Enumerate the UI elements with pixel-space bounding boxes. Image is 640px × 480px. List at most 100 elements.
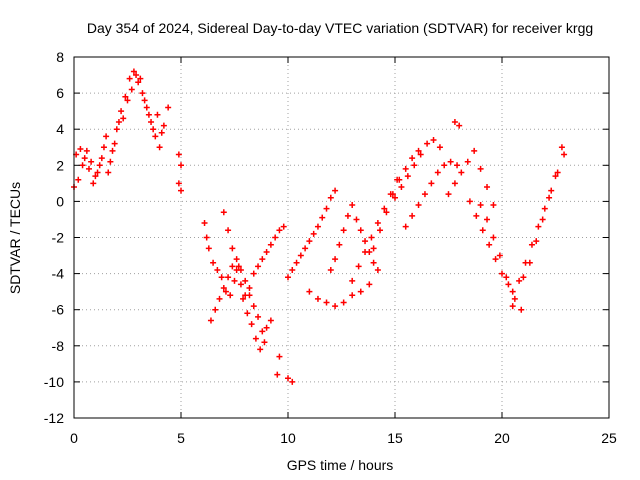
data-point bbox=[130, 68, 137, 75]
data-point bbox=[83, 147, 90, 154]
data-point bbox=[473, 212, 480, 219]
data-point bbox=[109, 147, 116, 154]
y-tick-label: 0 bbox=[56, 193, 64, 209]
data-point bbox=[143, 104, 150, 111]
data-point bbox=[441, 162, 448, 169]
data-point bbox=[421, 191, 428, 198]
data-point bbox=[362, 248, 369, 255]
y-tick-label: -4 bbox=[52, 266, 65, 282]
data-point bbox=[220, 209, 227, 216]
x-tick-label: 20 bbox=[494, 430, 510, 446]
data-point bbox=[323, 205, 330, 212]
data-point bbox=[340, 227, 347, 234]
axis-ticks bbox=[73, 56, 610, 419]
data-point bbox=[327, 194, 334, 201]
data-point bbox=[362, 238, 369, 245]
data-point bbox=[233, 266, 240, 273]
data-point bbox=[276, 353, 283, 360]
data-point bbox=[285, 274, 291, 281]
data-point bbox=[484, 216, 491, 223]
data-point bbox=[314, 223, 321, 230]
data-point bbox=[377, 227, 384, 234]
data-point bbox=[276, 227, 283, 234]
data-point bbox=[548, 187, 555, 194]
data-point bbox=[289, 378, 296, 385]
data-point bbox=[447, 158, 454, 165]
x-tick-label: 0 bbox=[70, 430, 78, 446]
data-point bbox=[229, 245, 236, 252]
data-point bbox=[229, 263, 236, 270]
data-point bbox=[225, 227, 232, 234]
data-point bbox=[77, 146, 84, 153]
data-point bbox=[259, 256, 266, 263]
data-point bbox=[158, 129, 165, 136]
data-point bbox=[370, 259, 377, 266]
x-axis-label: GPS time / hours bbox=[287, 457, 394, 473]
data-point bbox=[220, 285, 227, 292]
data-point bbox=[430, 137, 437, 144]
x-tick-label: 10 bbox=[280, 430, 296, 446]
data-point bbox=[319, 214, 326, 221]
data-point bbox=[332, 187, 339, 194]
data-point bbox=[152, 133, 159, 140]
data-point bbox=[484, 183, 491, 190]
data-point bbox=[297, 252, 304, 259]
grid-lines bbox=[74, 57, 609, 418]
data-point bbox=[490, 234, 497, 241]
data-point bbox=[257, 346, 264, 353]
data-point bbox=[402, 223, 409, 230]
data-point bbox=[280, 223, 287, 230]
data-point bbox=[353, 216, 360, 223]
data-point bbox=[445, 191, 452, 198]
data-point bbox=[141, 97, 148, 104]
data-point bbox=[137, 75, 144, 82]
data-point bbox=[124, 97, 131, 104]
x-tick-label: 15 bbox=[387, 430, 403, 446]
data-point bbox=[165, 104, 172, 111]
data-point bbox=[503, 274, 510, 281]
data-point bbox=[248, 321, 255, 328]
data-point bbox=[541, 205, 548, 212]
data-point bbox=[107, 158, 114, 165]
data-point bbox=[411, 162, 418, 169]
data-point bbox=[398, 183, 405, 190]
data-point bbox=[233, 256, 240, 263]
data-point bbox=[154, 111, 161, 118]
data-point bbox=[349, 292, 356, 299]
data-point bbox=[424, 140, 431, 147]
data-point bbox=[96, 162, 103, 169]
data-point bbox=[357, 288, 364, 295]
data-point bbox=[156, 144, 163, 151]
data-point bbox=[203, 234, 210, 241]
data-point bbox=[306, 238, 313, 245]
data-point bbox=[370, 245, 377, 252]
data-point bbox=[267, 241, 274, 248]
data-point bbox=[139, 90, 146, 97]
data-point bbox=[306, 288, 313, 295]
data-point bbox=[554, 169, 561, 176]
data-point bbox=[518, 306, 525, 313]
data-point bbox=[336, 241, 343, 248]
data-point bbox=[415, 147, 422, 154]
data-point bbox=[374, 266, 381, 273]
data-point bbox=[368, 234, 375, 241]
data-point bbox=[409, 155, 416, 162]
data-point bbox=[558, 144, 565, 151]
data-point bbox=[235, 263, 242, 270]
data-point bbox=[205, 245, 212, 252]
y-tick-label: -8 bbox=[52, 338, 65, 354]
data-point bbox=[267, 317, 274, 324]
data-point bbox=[231, 277, 238, 284]
data-point bbox=[225, 274, 232, 281]
data-point bbox=[456, 122, 463, 129]
data-point bbox=[118, 108, 125, 115]
y-axis-label: SDTVAR / TECUs bbox=[7, 182, 23, 294]
data-point bbox=[250, 303, 257, 310]
x-tick-label: 25 bbox=[601, 430, 617, 446]
data-point bbox=[75, 176, 82, 183]
data-point bbox=[227, 292, 234, 299]
data-point bbox=[133, 72, 140, 79]
data-point bbox=[237, 281, 244, 288]
data-point bbox=[340, 299, 347, 306]
